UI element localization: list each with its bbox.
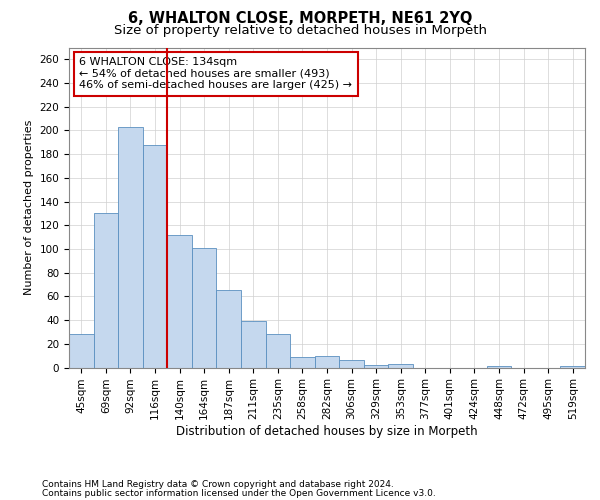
- Bar: [143, 144, 167, 368]
- Text: Contains public sector information licensed under the Open Government Licence v3: Contains public sector information licen…: [42, 489, 436, 498]
- Bar: [69, 334, 94, 368]
- Text: Contains HM Land Registry data © Crown copyright and database right 2024.: Contains HM Land Registry data © Crown c…: [42, 480, 394, 489]
- Bar: [266, 334, 290, 368]
- Bar: [364, 365, 388, 368]
- X-axis label: Distribution of detached houses by size in Morpeth: Distribution of detached houses by size …: [176, 425, 478, 438]
- Text: Size of property relative to detached houses in Morpeth: Size of property relative to detached ho…: [113, 24, 487, 37]
- Bar: [241, 322, 266, 368]
- Bar: [560, 366, 585, 368]
- Bar: [487, 366, 511, 368]
- Y-axis label: Number of detached properties: Number of detached properties: [24, 120, 34, 295]
- Bar: [388, 364, 413, 368]
- Bar: [192, 248, 217, 368]
- Text: 6 WHALTON CLOSE: 134sqm
← 54% of detached houses are smaller (493)
46% of semi-d: 6 WHALTON CLOSE: 134sqm ← 54% of detache…: [79, 57, 352, 90]
- Bar: [315, 356, 339, 368]
- Bar: [94, 214, 118, 368]
- Bar: [339, 360, 364, 368]
- Bar: [217, 290, 241, 368]
- Bar: [118, 127, 143, 368]
- Bar: [167, 235, 192, 368]
- Text: 6, WHALTON CLOSE, MORPETH, NE61 2YQ: 6, WHALTON CLOSE, MORPETH, NE61 2YQ: [128, 11, 472, 26]
- Bar: [290, 357, 315, 368]
